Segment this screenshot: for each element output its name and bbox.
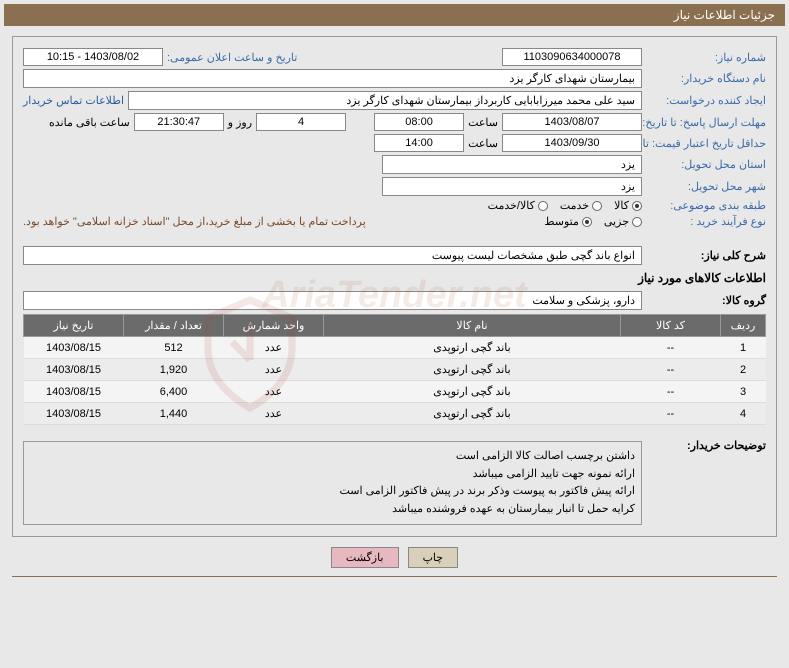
need-desc-field: انواع باند گچی طبق مشخصات لیست پیوست (23, 246, 642, 265)
th-name: نام کالا (324, 315, 621, 337)
table-row: 4--باند گچی ارتوپدیعدد1,4401403/08/15 (24, 403, 766, 425)
radio-icon (582, 217, 592, 227)
price-valid-date: 1403/09/30 (502, 134, 642, 152)
goods-info-title: اطلاعات کالاهای مورد نیاز (23, 271, 766, 285)
cell-code: -- (621, 403, 721, 425)
delivery-province-field: یزد (382, 155, 642, 174)
reply-deadline-label: مهلت ارسال پاسخ: تا تاریخ: (646, 116, 766, 129)
cell-unit: عدد (224, 403, 324, 425)
process-type-label: نوع فرآیند خرید : (646, 215, 766, 228)
need-no-label: شماره نیاز: (646, 51, 766, 64)
page-title: جزئیات اطلاعات نیاز (674, 8, 775, 22)
cell-code: -- (621, 337, 721, 359)
delivery-province-label: استان محل تحویل: (646, 158, 766, 171)
cell-unit: عدد (224, 359, 324, 381)
cell-row: 1 (721, 337, 766, 359)
cell-unit: عدد (224, 337, 324, 359)
requester-field: سید علی محمد میرزابابایی کاربرداز بیمارس… (128, 91, 642, 110)
cell-row: 2 (721, 359, 766, 381)
note-line: ارائه پیش فاکتور به پیوست وذکر برند در پ… (30, 483, 635, 501)
reply-date-field: 1403/08/07 (502, 113, 642, 131)
radio-icon (632, 201, 642, 211)
cell-name: باند گچی ارتوپدی (324, 381, 621, 403)
cell-unit: عدد (224, 381, 324, 403)
requester-label: ایجاد کننده درخواست: (646, 94, 766, 107)
cell-qty: 6,400 (124, 381, 224, 403)
announce-label: تاریخ و ساعت اعلان عمومی: (167, 51, 297, 64)
cell-date: 1403/08/15 (24, 381, 124, 403)
radio-both[interactable]: کالا/خدمت (488, 199, 548, 212)
table-row: 3--باند گچی ارتوپدیعدد6,4001403/08/15 (24, 381, 766, 403)
cell-date: 1403/08/15 (24, 403, 124, 425)
cell-name: باند گچی ارتوپدی (324, 403, 621, 425)
print-button[interactable]: چاپ (408, 547, 459, 568)
note-line: کرایه حمل تا انبار بیمارستان به عهده فرو… (30, 501, 635, 519)
th-row: ردیف (721, 315, 766, 337)
cell-qty: 1,920 (124, 359, 224, 381)
time-label-1: ساعت (468, 116, 498, 129)
table-row: 1--باند گچی ارتوپدیعدد5121403/08/15 (24, 337, 766, 359)
cell-date: 1403/08/15 (24, 337, 124, 359)
cell-name: باند گچی ارتوپدی (324, 337, 621, 359)
radio-medium[interactable]: متوسط (544, 215, 592, 228)
goods-table: ردیف کد کالا نام کالا واحد شمارش تعداد /… (23, 314, 766, 425)
cell-qty: 512 (124, 337, 224, 359)
page-header: جزئیات اطلاعات نیاز (4, 4, 785, 26)
cell-row: 3 (721, 381, 766, 403)
note-line: ارائه نمونه جهت تایید الزامی میباشد (30, 466, 635, 484)
button-bar: چاپ بازگشت (0, 547, 789, 568)
th-date: تاریخ نیاز (24, 315, 124, 337)
cell-code: -- (621, 359, 721, 381)
contact-link[interactable]: اطلاعات تماس خریدار (23, 94, 124, 107)
cell-date: 1403/08/15 (24, 359, 124, 381)
buyer-org-field: بیمارستان شهدای کارگر یزد (23, 69, 642, 88)
note-line: داشتن برچسب اصالت کالا الزامی است (30, 448, 635, 466)
process-radio-group: جزیی متوسط (544, 215, 642, 228)
payment-note: پرداخت تمام یا بخشی از مبلغ خرید،از محل … (23, 215, 366, 228)
price-valid-label: حداقل تاریخ اعتبار قیمت: تا (646, 137, 766, 150)
buyer-notes-label: توضیحات خریدار: (646, 433, 766, 452)
days-suffix: روز و (228, 116, 252, 129)
back-button[interactable]: بازگشت (331, 547, 399, 568)
cell-qty: 1,440 (124, 403, 224, 425)
cell-row: 4 (721, 403, 766, 425)
category-label: طبقه بندی موضوعی: (646, 199, 766, 212)
delivery-city-label: شهر محل تحویل: (646, 180, 766, 193)
category-radio-group: کالا خدمت کالا/خدمت (488, 199, 642, 212)
cell-code: -- (621, 381, 721, 403)
time-label-2: ساعت (468, 137, 498, 150)
th-code: کد کالا (621, 315, 721, 337)
need-desc-label: شرح کلی نیاز: (646, 249, 766, 262)
radio-service[interactable]: خدمت (560, 199, 602, 212)
delivery-city-field: یزد (382, 177, 642, 196)
radio-goods[interactable]: کالا (614, 199, 642, 212)
radio-icon (592, 201, 602, 211)
cell-name: باند گچی ارتوپدی (324, 359, 621, 381)
table-row: 2--باند گچی ارتوپدیعدد1,9201403/08/15 (24, 359, 766, 381)
th-unit: واحد شمارش (224, 315, 324, 337)
price-valid-time: 14:00 (374, 134, 464, 152)
announce-field: 1403/08/02 - 10:15 (23, 48, 163, 66)
footer-divider (12, 576, 777, 577)
details-panel: شماره نیاز: 1103090634000078 تاریخ و ساع… (12, 36, 777, 537)
radio-icon (538, 201, 548, 211)
goods-group-label: گروه کالا: (646, 294, 766, 307)
radio-partial[interactable]: جزیی (604, 215, 642, 228)
need-no-field: 1103090634000078 (502, 48, 642, 66)
days-left-field: 4 (256, 113, 346, 131)
goods-group-field: دارو، پزشکی و سلامت (23, 291, 642, 310)
countdown-field: 21:30:47 (134, 113, 224, 131)
buyer-notes-box: داشتن برچسب اصالت کالا الزامی استارائه ن… (23, 441, 642, 525)
th-qty: تعداد / مقدار (124, 315, 224, 337)
buyer-org-label: نام دستگاه خریدار: (646, 72, 766, 85)
countdown-suffix: ساعت باقی مانده (49, 116, 130, 129)
reply-time-field: 08:00 (374, 113, 464, 131)
radio-icon (632, 217, 642, 227)
